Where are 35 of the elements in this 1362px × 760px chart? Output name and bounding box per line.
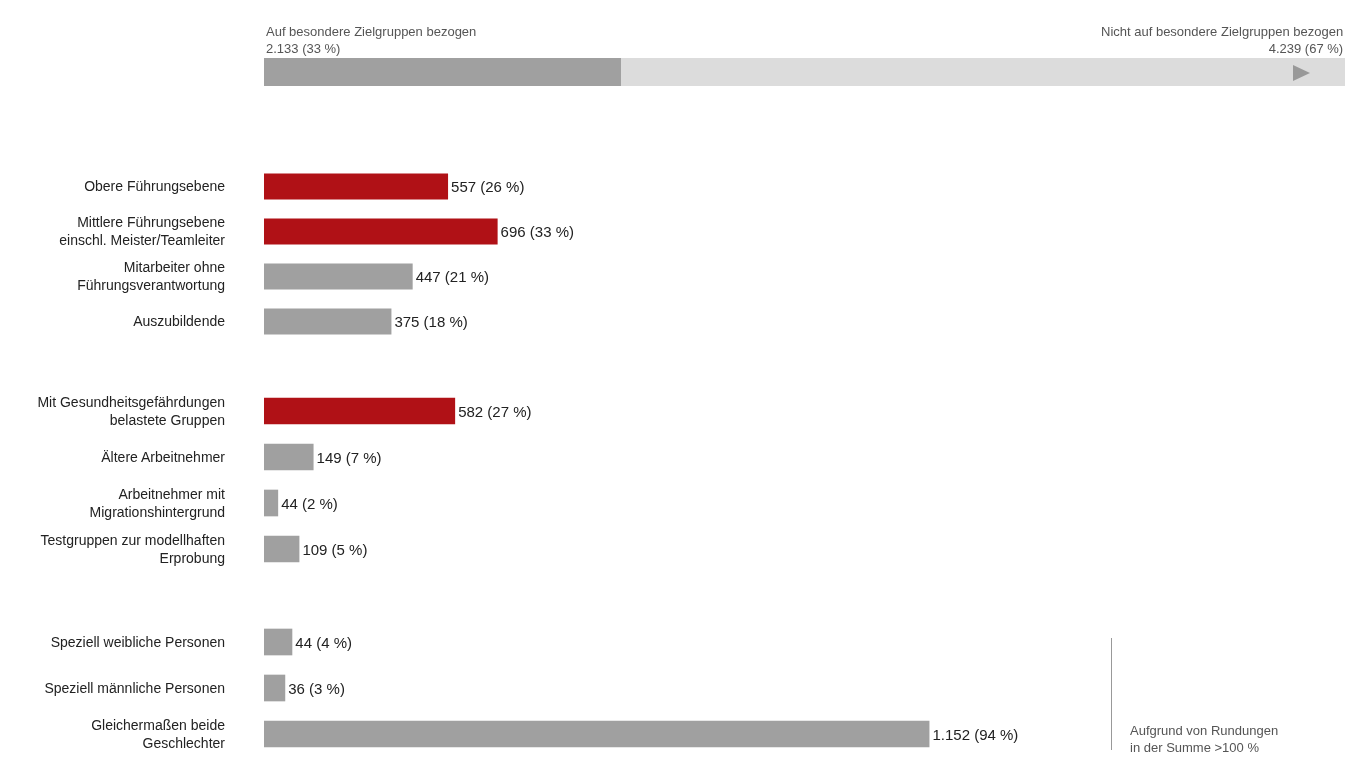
data-label: 44 (4 %) [295, 633, 353, 651]
y-tick-label: Auszubildende [133, 313, 226, 330]
series-label: Auf besondere Zielgruppen bezogen [266, 24, 477, 39]
bar [264, 489, 279, 517]
data-label: 36 (3 %) [288, 679, 345, 697]
data-label: 109 (5 %) [302, 540, 368, 558]
data-label: 375 (18 %) [394, 313, 468, 330]
data-label: 582 (27 %) [458, 402, 532, 420]
data-label: 2.133 (33 %) [266, 40, 341, 56]
y-tick-label: Mit Gesundheitsgefährdungen belastete Gruppen [37, 393, 225, 428]
y-tick-label: Testgruppen zur modellhaften Erprobung [40, 531, 225, 566]
bar [264, 443, 314, 471]
data-label: 1.152 (94 %) [932, 725, 1019, 743]
data-label: 44 (2 %) [281, 494, 338, 512]
y-tick-label: Ältere Arbeitnehmer [101, 448, 226, 465]
y-tick-label: Obere Führungsebene [84, 178, 226, 195]
y-tick-label: Arbeitnehmer mit Migrationshintergrund [89, 485, 226, 520]
bar [264, 218, 498, 245]
bar [264, 535, 300, 563]
y-tick-label: Speziell männliche Personen [44, 679, 225, 696]
bar [264, 308, 392, 335]
bar [264, 263, 413, 290]
y-tick-label: Speziell weibliche Personen [50, 633, 225, 650]
data-label: 149 (7 %) [316, 448, 382, 466]
data-label: 696 (33 %) [500, 223, 574, 240]
bar [264, 397, 456, 425]
data-label: 447 (21 %) [415, 268, 490, 285]
series-label: Nicht auf besondere Zielgruppen bezogen [1101, 24, 1344, 39]
bar [264, 173, 449, 200]
y-tick-label: Mitarbeiter ohne Führungsverantwortung [77, 259, 226, 294]
y-tick-label: Gleichermaßen beide Geschlechter [91, 716, 226, 751]
data-label: 557 (26 %) [451, 178, 525, 195]
text: Aufgrund von Rundungen in der Summe >100 % [1130, 723, 1279, 755]
y-tick-label: Mittlere Führungsebene einschl. Meister/Teamleiter [59, 214, 226, 249]
data-label: 4.239 (67 %) [1268, 40, 1344, 56]
